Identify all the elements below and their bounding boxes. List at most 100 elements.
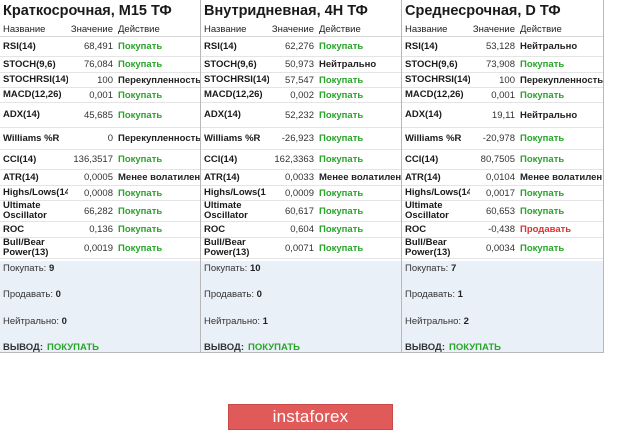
header-value: Значение xyxy=(271,23,314,35)
table-row: ATR(14) 0,0104 Менее волатилен xyxy=(402,170,603,186)
table-row: ADX(14) 19,11 Нейтрально xyxy=(402,103,603,128)
table-row: MACD(12,26) 0,001 Покупать xyxy=(0,88,200,103)
indicator-value: 0 xyxy=(107,133,113,144)
indicator-value: 53,128 xyxy=(485,41,515,52)
summary-sell-label: Продавать: xyxy=(3,289,53,300)
summary-buy-count: 9 xyxy=(48,263,55,274)
indicator-value: 136,3517 xyxy=(73,154,113,165)
indicator-value: 162,3363 xyxy=(274,154,314,165)
indicator-action: Покупать xyxy=(319,41,364,52)
indicator-action: Покупать xyxy=(118,224,163,235)
table-row: Highs/Lows(14) 0,0008 Покупать xyxy=(0,186,200,201)
table-row: Highs/Lows(1 0,0009 Покупать xyxy=(201,186,401,201)
header-name: Название xyxy=(3,23,46,35)
table-row: STOCH(9,6) 50,973 Нейтрально xyxy=(201,57,401,73)
indicator-action: Покупать xyxy=(118,41,163,52)
indicator-action: Покупать xyxy=(319,109,364,121)
summary-sell-count: 1 xyxy=(457,289,463,300)
summary-neutral-label: Нейтрально: xyxy=(3,316,60,327)
table-row: STOCHRSI(14) 100 Перекупленность xyxy=(402,73,603,88)
signal-summary: Покупать: 7 Продавать: 1 Нейтрально: 2 ВЫВО… xyxy=(402,261,603,353)
indicator-value: 50,973 xyxy=(284,59,314,70)
summary-buy-count: 10 xyxy=(249,263,261,274)
panel-d: Среднесрочная, D ТФ Название Значение Дейст… xyxy=(402,0,604,353)
signal-summary: Покупать: 10 Продавать: 0 Нейтрально: 1 ВЫВ… xyxy=(201,261,401,353)
indicator-value: 80,7505 xyxy=(480,154,515,165)
indicator-name: Ultimate Oscillator xyxy=(3,201,47,221)
indicator-value: 100 xyxy=(499,74,515,86)
summary-sell: Продавать: 0 xyxy=(204,289,262,300)
indicator-name: Ultimate Oscillator xyxy=(204,201,248,221)
header-action: Действие xyxy=(118,23,160,35)
table-row: STOCHRSI(14) 100 Перекупленность xyxy=(0,73,200,88)
indicator-value: 0,0017 xyxy=(485,187,515,199)
verdict-label: ВЫВОД: xyxy=(405,342,445,353)
summary-sell-label: Продавать: xyxy=(204,289,254,300)
verdict-label: ВЫВОД: xyxy=(3,342,43,353)
indicator-action: Покупать xyxy=(319,89,364,101)
indicator-action: Покупать xyxy=(118,154,163,165)
indicator-name: STOCH(9,6) xyxy=(3,59,56,70)
indicator-action: Покупать xyxy=(319,224,364,235)
panel-title: Краткосрочная, M15 ТФ xyxy=(3,3,172,19)
table-row: ATR(14) 0,0005 Менее волатилен xyxy=(0,170,200,186)
indicator-value: 76,084 xyxy=(83,59,113,70)
indicator-action: Перекупленность xyxy=(118,133,200,144)
indicator-value: 0,001 xyxy=(89,89,113,101)
indicator-name: RSI(14) xyxy=(3,41,36,52)
indicator-action: Покупать xyxy=(520,187,565,199)
indicator-name: ROC xyxy=(405,224,427,235)
header-value: Значение xyxy=(70,23,113,35)
indicator-action: Покупать xyxy=(319,205,364,217)
verdict-value: ПОКУПАТЬ xyxy=(448,342,501,353)
indicator-value: 0,0034 xyxy=(485,242,515,254)
table-row: ROC 0,136 Покупать xyxy=(0,222,200,238)
indicator-value: 0,136 xyxy=(89,224,113,235)
panel-m15: Краткосрочная, M15 ТФ Название Значение Дей… xyxy=(0,0,201,353)
indicator-name: ATR(14) xyxy=(405,172,441,183)
indicator-name: RSI(14) xyxy=(405,41,438,52)
indicator-action: Покупать xyxy=(118,89,163,101)
indicator-name: RSI(14) xyxy=(204,41,237,52)
summary-buy-label: Покупать: xyxy=(3,263,47,274)
indicator-value: 0,0033 xyxy=(284,172,314,183)
indicator-action: Менее волатилен xyxy=(319,172,401,183)
summary-buy: Покупать: 7 xyxy=(405,263,456,274)
instaforex-logo[interactable]: instaforex xyxy=(228,404,393,430)
table-row: Ultimate Oscillator 60,617 Покупать xyxy=(201,201,401,222)
table-row: ATR(14) 0,0033 Менее волатилен xyxy=(201,170,401,186)
table-row: Williams %R -26,923 Покупать xyxy=(201,128,401,150)
summary-sell: Продавать: 0 xyxy=(3,289,61,300)
logo-text: instaforex xyxy=(272,407,349,426)
indicator-action: Перекупленность xyxy=(118,74,200,86)
indicator-name: ROC xyxy=(3,224,25,235)
indicator-name: MACD(12,26) xyxy=(405,90,464,100)
indicator-name: STOCH(9,6) xyxy=(204,59,257,70)
indicator-name: Bull/Bear Power(13) xyxy=(3,238,49,258)
panel-4h: Внутридневная, 4H ТФ Название Значение Дейс… xyxy=(201,0,402,353)
panel-title: Среднесрочная, D ТФ xyxy=(405,3,561,19)
indicator-value: 57,547 xyxy=(284,74,314,86)
table-row: Bull/Bear Power(13) 0,0019 Покупать xyxy=(0,238,200,259)
table-row: STOCH(9,6) 76,084 Покупать xyxy=(0,57,200,73)
table-header: Название Значение Действие xyxy=(0,22,200,37)
signal-summary: Покупать: 9 Продавать: 0 Нейтрально: 0 ВЫВО… xyxy=(0,261,200,353)
header-name: Название xyxy=(204,23,247,35)
table-row: STOCH(9,6) 73,908 Покупать xyxy=(402,57,603,73)
indicator-action: Нейтрально xyxy=(520,41,578,52)
summary-neutral-count: 1 xyxy=(262,316,268,327)
header-action: Действие xyxy=(520,23,562,35)
indicator-name: STOCHRSI(14) xyxy=(3,75,68,85)
indicator-value: 100 xyxy=(97,74,113,86)
indicator-value: 0,0071 xyxy=(284,242,314,254)
indicator-action: Продавать xyxy=(520,224,572,235)
indicator-action: Менее волатилен xyxy=(520,172,603,183)
indicator-name: ATR(14) xyxy=(3,172,39,183)
header-name: Название xyxy=(405,23,448,35)
table-row: Bull/Bear Power(13) 0,0071 Покупать xyxy=(201,238,401,259)
indicator-value: 60,653 xyxy=(485,205,515,217)
summary-buy: Покупать: 10 xyxy=(204,263,261,274)
table-row: CCI(14) 136,3517 Покупать xyxy=(0,150,200,170)
indicator-value: 73,908 xyxy=(485,59,515,70)
indicator-name: ATR(14) xyxy=(204,172,240,183)
